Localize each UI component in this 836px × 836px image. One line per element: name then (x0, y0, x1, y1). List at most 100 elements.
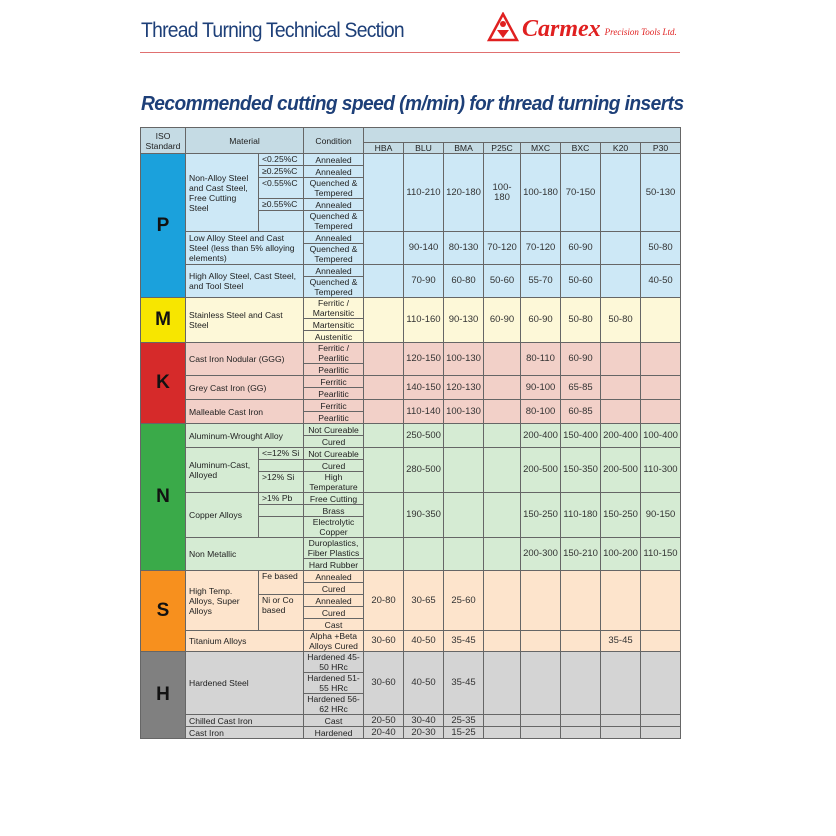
speed-blu: 40-50 (403, 630, 445, 652)
speed-p25c: 50-60 (483, 264, 522, 298)
condition-cell: Annealed (303, 153, 365, 166)
speed-k20 (600, 231, 642, 265)
material-subtype: <=12% Si (257, 447, 305, 460)
condition-cell: Austenitic (303, 330, 365, 343)
header-grade-blu: BLU (403, 142, 445, 154)
speed-bxc: 65-85 (560, 375, 602, 400)
material-subtype: Fe based (257, 570, 305, 595)
material-subtype (257, 459, 305, 472)
speed-k20: 35-45 (600, 630, 642, 652)
speed-p30 (640, 342, 682, 376)
speed-k20 (600, 375, 642, 400)
speed-bma: 25-60 (443, 570, 485, 631)
condition-cell: Cast (303, 618, 365, 631)
material-name: Cast Iron (184, 726, 305, 739)
speed-hba (363, 447, 405, 493)
condition-cell: Martensitic (303, 318, 365, 331)
iso-group-s: S (140, 570, 186, 652)
material-name: Chilled Cast Iron (184, 714, 305, 727)
condition-cell: Pearlitic (303, 387, 365, 400)
speed-k20: 100-200 (600, 537, 642, 571)
speed-blu: 30-40 (403, 714, 445, 727)
speed-bma (443, 423, 485, 448)
speed-bxc: 60-90 (560, 231, 602, 265)
speed-bma: 120-180 (443, 153, 485, 232)
speed-bxc: 50-60 (560, 264, 602, 298)
table-row: Low Alloy Steel and Cast Steel (less tha… (140, 231, 682, 265)
condition-cell: Ferritic / Pearlitic (303, 342, 365, 364)
speed-p30: 90-150 (640, 492, 682, 538)
condition-cell: Hardened 51-55 HRc (303, 672, 365, 694)
speed-bxc: 50-80 (560, 297, 602, 343)
speed-hba (363, 231, 405, 265)
condition-cell: Not Cureable (303, 447, 365, 460)
header-material: Material (184, 127, 305, 154)
speed-blu: 110-210 (403, 153, 445, 232)
table-row: N Aluminum-Wrought Alloy Not Cureable 250-5… (140, 423, 682, 571)
speed-p30 (640, 726, 682, 739)
speed-p25c (483, 447, 522, 493)
speed-p25c: 60-90 (483, 297, 522, 343)
speed-blu: 140-150 (403, 375, 445, 400)
header-grade-p25c: P25C (483, 142, 522, 154)
material-subtype (257, 516, 305, 538)
material-subtype (257, 504, 305, 517)
header-grade-bxc: BXC (560, 142, 602, 154)
speed-bma (443, 537, 485, 571)
material-name: Stainless Steel and Cast Steel (184, 297, 305, 343)
speed-mxc (520, 726, 562, 739)
condition-cell: Free Cutting (303, 492, 365, 505)
speed-k20 (600, 570, 642, 631)
speed-k20: 200-500 (600, 447, 642, 493)
condition-cell: Electrolytic Copper (303, 516, 365, 538)
speed-bxc (560, 651, 602, 715)
speed-blu: 70-90 (403, 264, 445, 298)
table-row: Cast Iron Hardened 20-40 20-30 15-25 (140, 726, 682, 739)
material-name: Non-Alloy Steel and Cast Steel, Free Cut… (185, 153, 259, 232)
condition-cell: Annealed (303, 165, 365, 178)
speed-p25c (483, 651, 522, 715)
header-grade-p30: P30 (640, 142, 682, 154)
speed-bma: 100-130 (443, 342, 485, 376)
speed-hba (363, 297, 405, 343)
speed-mxc (520, 651, 562, 715)
material-name: Titanium Alloys (184, 630, 305, 652)
condition-cell: Duroplastics, Fiber Plastics (303, 537, 365, 559)
speed-mxc: 200-400 (520, 423, 562, 448)
speed-p30 (640, 297, 682, 343)
header-condition: Condition (303, 127, 365, 154)
speed-hba: 30-60 (363, 651, 405, 715)
condition-cell: High Temperature (303, 471, 365, 493)
speed-blu: 250-500 (403, 423, 445, 448)
condition-cell: Annealed (303, 594, 365, 607)
table-row: Malleable Cast Iron Ferritic 110-140 100-13… (140, 399, 682, 424)
speed-bma: 100-130 (443, 399, 485, 424)
condition-cell: Cast (303, 714, 365, 727)
speed-p30 (640, 570, 682, 631)
speed-hba (363, 153, 405, 232)
condition-cell: Quenched & Tempered (303, 210, 365, 232)
speed-p30 (640, 630, 682, 652)
iso-group-m: M (140, 297, 186, 343)
speed-k20: 200-400 (600, 423, 642, 448)
speed-p30 (640, 375, 682, 400)
speed-bma (443, 447, 485, 493)
speed-hba (363, 399, 405, 424)
speed-k20: 50-80 (600, 297, 642, 343)
speed-k20 (600, 714, 642, 727)
material-name: Copper Alloys (185, 492, 259, 538)
speed-blu: 190-350 (403, 492, 445, 538)
condition-cell: Brass (303, 504, 365, 517)
condition-cell: Quenched & Tempered (303, 177, 365, 199)
section-title: Thread Turning Technical Section (141, 19, 405, 42)
header-grade-hba: HBA (363, 142, 405, 154)
speed-p25c (483, 537, 522, 571)
material-subtype: ≥0.55%C (257, 198, 305, 211)
condition-cell: Hardened 56-62 HRc (303, 693, 365, 715)
condition-cell: Cured (303, 435, 365, 448)
speed-p30: 110-150 (640, 537, 682, 571)
table-row: H Hardened Steel Hardened 45-50 HRc 30-60 40… (140, 651, 682, 739)
speed-mxc: 200-500 (520, 447, 562, 493)
speed-blu: 110-140 (403, 399, 445, 424)
speed-bma: 25-35 (443, 714, 485, 727)
